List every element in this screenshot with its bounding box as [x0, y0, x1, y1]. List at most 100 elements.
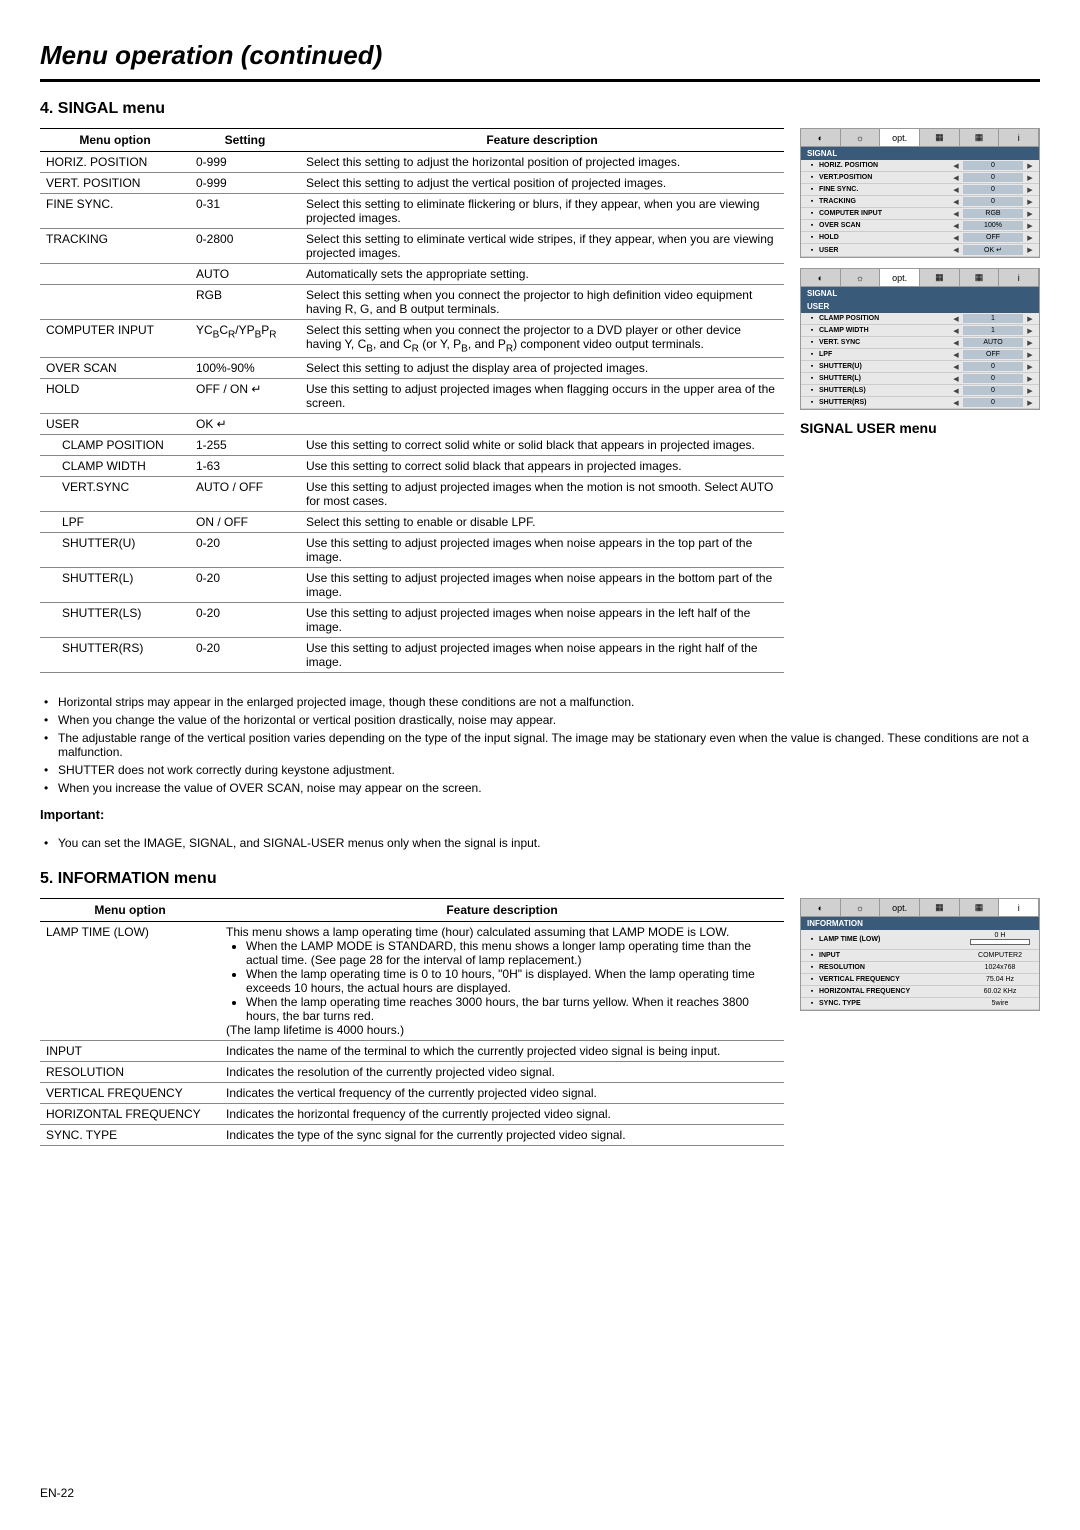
osd-info-label: LAMP TIME (LOW): [819, 936, 965, 943]
signal-notes: Horizontal strips may appear in the enla…: [40, 693, 1040, 797]
table-row: SHUTTER(U)0-20Use this setting to adjust…: [40, 533, 784, 568]
table-row: VERT.SYNCAUTO / OFFUse this setting to a…: [40, 477, 784, 512]
osd-row-value: OFF: [963, 233, 1023, 242]
important-label: Important:: [40, 807, 1040, 822]
right-arrow-icon: ▶: [1025, 222, 1035, 230]
osd-row-value: 0: [963, 173, 1023, 182]
col-feature-desc: Feature description: [300, 129, 784, 152]
osd-row-value: 0: [963, 185, 1023, 194]
cell-opt: VERTICAL FREQUENCY: [40, 1083, 220, 1104]
right-arrow-icon: ▶: [1025, 315, 1035, 323]
cell-desc: Indicates the name of the terminal to wh…: [220, 1041, 784, 1062]
cell-set: RGB: [190, 285, 300, 320]
cell-desc: Select this setting when you connect the…: [300, 285, 784, 320]
cell-opt: SHUTTER(RS): [40, 638, 190, 673]
osd-row-label: COMPUTER INPUT: [819, 210, 951, 217]
osd-user-header2: USER: [801, 300, 1039, 313]
left-arrow-icon: ◀: [951, 363, 961, 371]
cell-desc: Use this setting to correct solid white …: [300, 435, 784, 456]
osd-row-value: OK ↵: [963, 245, 1023, 255]
col-setting: Setting: [190, 129, 300, 152]
cell-opt: INPUT: [40, 1041, 220, 1062]
osd-tab: opt.: [880, 899, 920, 916]
osd-row-icon: ▪: [805, 210, 819, 217]
cell-set: 0-2800: [190, 229, 300, 264]
osd-row-label: HORIZ. POSITION: [819, 162, 951, 169]
osd-row-label: CLAMP WIDTH: [819, 327, 951, 334]
osd-info-panel: ◐☼opt.▦▦i INFORMATION ▪LAMP TIME (LOW)0 …: [800, 898, 1040, 1011]
osd-user-header1: SIGNAL: [801, 287, 1039, 300]
osd-info-value: 5wire: [965, 1000, 1035, 1007]
osd-tab: i: [999, 269, 1039, 286]
signal-user-title: SIGNAL USER menu: [800, 420, 1040, 436]
table-row: USEROK ↵: [40, 414, 784, 435]
osd-row: ▪FINE SYNC.◀0▶: [801, 184, 1039, 196]
cell-opt: OVER SCAN: [40, 358, 190, 379]
table-row: CLAMP POSITION1-255Use this setting to c…: [40, 435, 784, 456]
col-menu-option: Menu option: [40, 129, 190, 152]
page-title: Menu operation (continued): [40, 40, 1040, 82]
osd-row-icon: ▪: [805, 315, 819, 322]
osd-info-row: ▪HORIZONTAL FREQUENCY60.02 KHz: [801, 986, 1039, 998]
signal-section-title: 4. SINGAL menu: [40, 100, 1040, 118]
osd-info-label: SYNC. TYPE: [819, 1000, 965, 1007]
osd-row-label: HOLD: [819, 234, 951, 241]
osd-row-value: 0: [963, 374, 1023, 383]
cell-opt: FINE SYNC.: [40, 194, 190, 229]
cell-opt: HOLD: [40, 379, 190, 414]
osd-tab: ▦: [920, 269, 960, 286]
osd-info-value: 60.02 KHz: [965, 988, 1035, 995]
info-col-desc: Feature description: [220, 899, 784, 922]
cell-desc: Use this setting to adjust projected ima…: [300, 379, 784, 414]
osd-row: ▪SHUTTER(RS)◀0▶: [801, 397, 1039, 409]
important-note-item: You can set the IMAGE, SIGNAL, and SIGNA…: [58, 834, 1040, 852]
cell-desc: Use this setting to adjust projected ima…: [300, 568, 784, 603]
page-footer: EN-22: [40, 1486, 1040, 1500]
osd-tab: ☼: [841, 129, 881, 146]
cell-set: 0-20: [190, 603, 300, 638]
left-arrow-icon: ◀: [951, 339, 961, 347]
osd-row: ▪VERT. SYNC◀AUTO▶: [801, 337, 1039, 349]
osd-info-value: 0 H: [965, 932, 1035, 947]
osd-row: ▪LPF◀OFF▶: [801, 349, 1039, 361]
left-arrow-icon: ◀: [951, 246, 961, 254]
table-row: OVER SCAN100%-90%Select this setting to …: [40, 358, 784, 379]
osd-row-icon: ▪: [805, 351, 819, 358]
osd-tab: ☼: [841, 899, 881, 916]
osd-info-header: INFORMATION: [801, 917, 1039, 930]
osd-tab: i: [999, 129, 1039, 146]
osd-row-value: 100%: [963, 221, 1023, 230]
osd-row: ▪SHUTTER(U)◀0▶: [801, 361, 1039, 373]
table-row: VERT. POSITION0-999Select this setting t…: [40, 173, 784, 194]
note-item: Horizontal strips may appear in the enla…: [58, 693, 1040, 711]
osd-info-label: VERTICAL FREQUENCY: [819, 976, 965, 983]
osd-row-label: SHUTTER(L): [819, 375, 951, 382]
cell-opt: USER: [40, 414, 190, 435]
left-arrow-icon: ◀: [951, 399, 961, 407]
osd-info-icon: ▪: [805, 988, 819, 995]
osd-row-icon: ▪: [805, 174, 819, 181]
cell-desc: Select this setting to eliminate flicker…: [300, 194, 784, 229]
right-arrow-icon: ▶: [1025, 210, 1035, 218]
osd-tab: opt.: [880, 269, 920, 286]
osd-tab: ▦: [920, 129, 960, 146]
table-row: HOLDOFF / ON ↵Use this setting to adjust…: [40, 379, 784, 414]
osd-tab: ▦: [960, 129, 1000, 146]
osd-row-value: 0: [963, 197, 1023, 206]
osd-row: ▪SHUTTER(L)◀0▶: [801, 373, 1039, 385]
note-item: The adjustable range of the vertical pos…: [58, 729, 1040, 761]
cell-opt: CLAMP POSITION: [40, 435, 190, 456]
osd-info-label: RESOLUTION: [819, 964, 965, 971]
osd-tab: opt.: [880, 129, 920, 146]
osd-row-label: TRACKING: [819, 198, 951, 205]
cell-opt: COMPUTER INPUT: [40, 320, 190, 358]
osd-info-icon: ▪: [805, 1000, 819, 1007]
table-row: COMPUTER INPUTYCBCR/YPBPRSelect this set…: [40, 320, 784, 358]
osd-row-icon: ▪: [805, 339, 819, 346]
osd-signal-header: SIGNAL: [801, 147, 1039, 160]
right-arrow-icon: ▶: [1025, 327, 1035, 335]
cell-opt: RESOLUTION: [40, 1062, 220, 1083]
cell-set: 0-999: [190, 152, 300, 173]
osd-info-label: INPUT: [819, 952, 965, 959]
signal-table: Menu option Setting Feature description …: [40, 128, 784, 673]
